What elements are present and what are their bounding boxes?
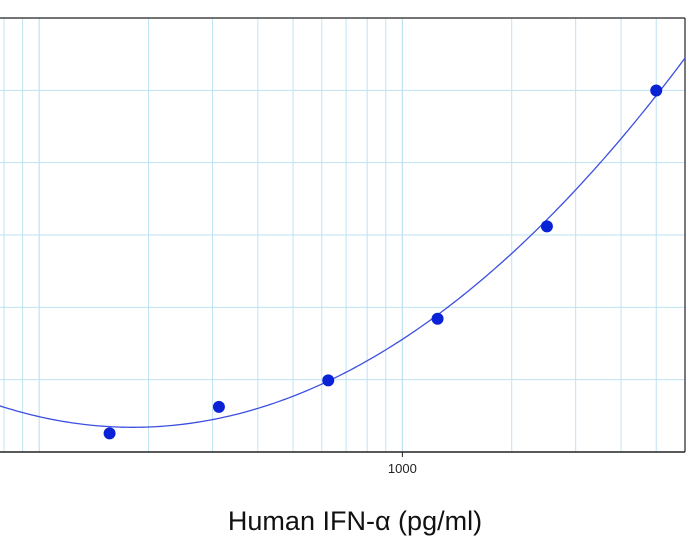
data-point <box>540 220 553 233</box>
grid-layer <box>0 18 686 452</box>
data-points-layer <box>103 84 663 440</box>
data-point <box>431 312 444 325</box>
fit-curve <box>0 57 686 428</box>
plot-frame <box>0 17 686 453</box>
data-point <box>322 374 335 387</box>
fit-curve-layer <box>0 57 686 428</box>
data-point <box>212 400 225 413</box>
x-tick-labels: 1000 <box>388 452 417 476</box>
data-point <box>103 427 116 440</box>
x-tick-label: 1000 <box>388 461 417 476</box>
x-axis-title: Human IFN-α (pg/ml) <box>228 506 482 536</box>
data-point <box>650 84 663 97</box>
